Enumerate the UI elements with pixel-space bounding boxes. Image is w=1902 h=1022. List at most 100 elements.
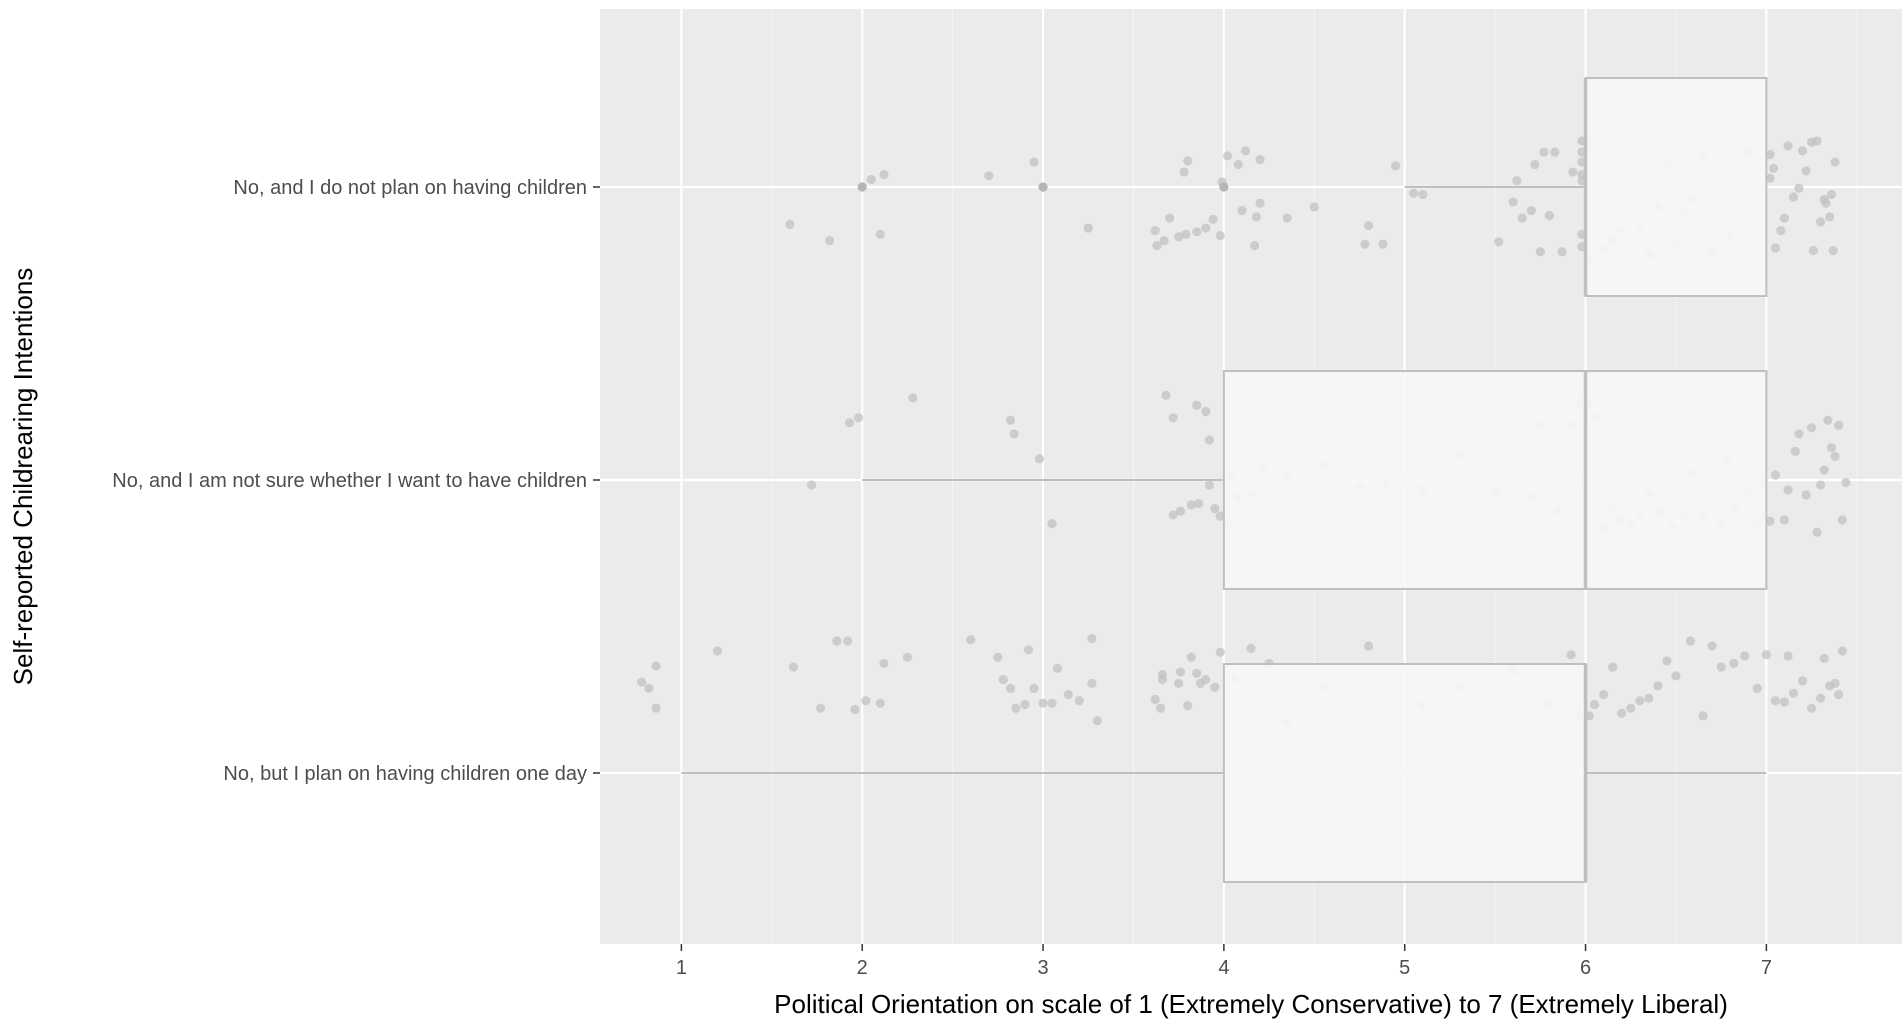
data-point bbox=[1812, 527, 1822, 537]
data-point bbox=[1165, 213, 1175, 223]
data-point bbox=[1157, 670, 1167, 680]
data-point bbox=[850, 704, 860, 715]
data-point bbox=[1161, 390, 1171, 400]
data-point bbox=[1378, 239, 1388, 249]
data-point bbox=[788, 662, 799, 672]
data-point bbox=[1201, 223, 1211, 233]
data-point bbox=[1801, 490, 1811, 500]
data-point bbox=[1830, 451, 1840, 461]
data-point bbox=[1698, 711, 1708, 721]
data-point bbox=[1222, 151, 1233, 161]
data-point bbox=[1020, 699, 1030, 710]
data-point bbox=[1794, 429, 1804, 439]
data-point bbox=[1201, 406, 1211, 417]
data-point bbox=[1544, 211, 1554, 221]
data-point bbox=[1779, 697, 1790, 707]
data-point bbox=[879, 658, 889, 669]
y-axis-title: Self-reported Childrearing Intentions bbox=[8, 268, 38, 686]
data-point bbox=[1557, 247, 1567, 257]
data-point bbox=[1168, 413, 1178, 423]
data-point bbox=[1074, 696, 1084, 706]
x-tick-label: 6 bbox=[1580, 957, 1591, 979]
data-point bbox=[1671, 671, 1681, 681]
data-point bbox=[1788, 192, 1799, 202]
data-point bbox=[1083, 223, 1093, 233]
data-point bbox=[902, 652, 913, 662]
box-iqr bbox=[1222, 370, 1768, 590]
data-point bbox=[832, 636, 842, 646]
data-point bbox=[1716, 662, 1726, 672]
data-point bbox=[1087, 678, 1097, 688]
data-point bbox=[993, 652, 1003, 662]
data-point bbox=[806, 480, 817, 490]
data-point bbox=[1841, 477, 1851, 488]
data-point bbox=[875, 229, 885, 239]
data-point bbox=[1023, 645, 1034, 655]
data-point bbox=[785, 219, 795, 229]
data-point bbox=[1828, 245, 1838, 256]
data-point bbox=[1192, 227, 1202, 237]
data-point bbox=[1566, 650, 1576, 660]
data-point bbox=[816, 703, 826, 713]
data-point bbox=[1215, 230, 1225, 241]
data-point bbox=[1770, 696, 1781, 706]
data-point bbox=[644, 683, 654, 693]
data-point bbox=[651, 703, 661, 713]
data-point bbox=[1508, 197, 1518, 207]
data-point bbox=[1512, 176, 1522, 186]
data-point bbox=[1770, 243, 1781, 253]
data-point bbox=[712, 646, 723, 656]
data-point bbox=[1808, 245, 1818, 256]
data-point bbox=[1788, 688, 1799, 698]
data-point bbox=[1208, 214, 1218, 224]
data-point bbox=[1192, 400, 1202, 410]
data-point bbox=[998, 675, 1008, 685]
data-point bbox=[1821, 198, 1831, 208]
data-point bbox=[1175, 506, 1186, 516]
data-point bbox=[1794, 183, 1804, 193]
data-point bbox=[1765, 150, 1775, 160]
data-point bbox=[1662, 656, 1672, 666]
data-point bbox=[1150, 225, 1160, 236]
data-point bbox=[1175, 667, 1186, 677]
data-point bbox=[1087, 633, 1097, 644]
data-point bbox=[1047, 518, 1057, 529]
data-point bbox=[1830, 678, 1840, 688]
data-point bbox=[1823, 415, 1833, 425]
data-point bbox=[1309, 202, 1319, 212]
data-point bbox=[1204, 480, 1215, 490]
data-point bbox=[1685, 636, 1696, 646]
y-tick-label: No, and I do not plan on having children bbox=[233, 177, 587, 199]
data-point bbox=[1779, 213, 1790, 223]
data-point bbox=[1816, 217, 1826, 227]
outlier-point bbox=[857, 182, 867, 192]
y-tick-label: No, and I am not sure whether I want to … bbox=[112, 470, 587, 492]
data-point bbox=[1240, 146, 1251, 156]
x-axis-title: Political Orientation on scale of 1 (Ext… bbox=[774, 989, 1728, 1019]
data-point bbox=[1282, 213, 1292, 223]
data-point bbox=[1801, 166, 1811, 176]
data-point bbox=[1837, 515, 1847, 525]
data-point bbox=[1029, 683, 1039, 693]
data-point bbox=[966, 635, 976, 645]
data-point bbox=[1409, 188, 1419, 198]
data-point bbox=[1834, 689, 1844, 700]
data-point bbox=[875, 698, 885, 708]
data-point bbox=[1155, 703, 1166, 713]
data-point bbox=[1186, 652, 1196, 662]
data-point bbox=[1834, 420, 1844, 430]
boxplot-3 bbox=[681, 663, 1767, 883]
data-point bbox=[1526, 206, 1536, 216]
data-point bbox=[1237, 206, 1247, 216]
data-point bbox=[1360, 239, 1370, 249]
data-point bbox=[1418, 189, 1428, 200]
data-point bbox=[1816, 693, 1826, 703]
data-point bbox=[1783, 485, 1793, 495]
x-tick-label: 4 bbox=[1218, 957, 1229, 979]
data-point bbox=[1183, 701, 1193, 711]
data-point bbox=[1779, 515, 1790, 525]
data-point bbox=[651, 661, 661, 671]
data-point bbox=[1770, 470, 1781, 480]
data-point bbox=[1797, 676, 1808, 686]
